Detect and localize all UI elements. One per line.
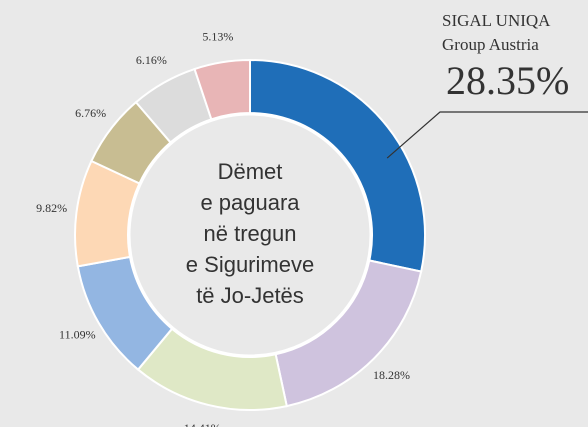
value-label: 5.13% xyxy=(202,29,233,43)
value-label: 9.82% xyxy=(36,201,67,215)
annotation: SIGAL UNIQA xyxy=(442,11,551,30)
inner-ring xyxy=(127,112,373,358)
center-text: e paguara xyxy=(200,190,300,215)
value-label: 14.41% xyxy=(184,421,221,427)
center-text: të Jo-Jetës xyxy=(196,283,304,308)
center-text: e Sigurimeve xyxy=(186,252,314,277)
value-label: 6.76% xyxy=(75,106,106,120)
value-label: 18.28% xyxy=(373,368,410,382)
value-label: 6.16% xyxy=(136,53,167,67)
annotation: Group Austria xyxy=(442,35,539,54)
center-text: në tregun xyxy=(204,221,297,246)
value-label: 28.35% xyxy=(446,58,569,103)
leader-line xyxy=(386,111,588,159)
center-text: Dëmet xyxy=(218,159,283,184)
value-label: 11.09% xyxy=(59,328,96,342)
